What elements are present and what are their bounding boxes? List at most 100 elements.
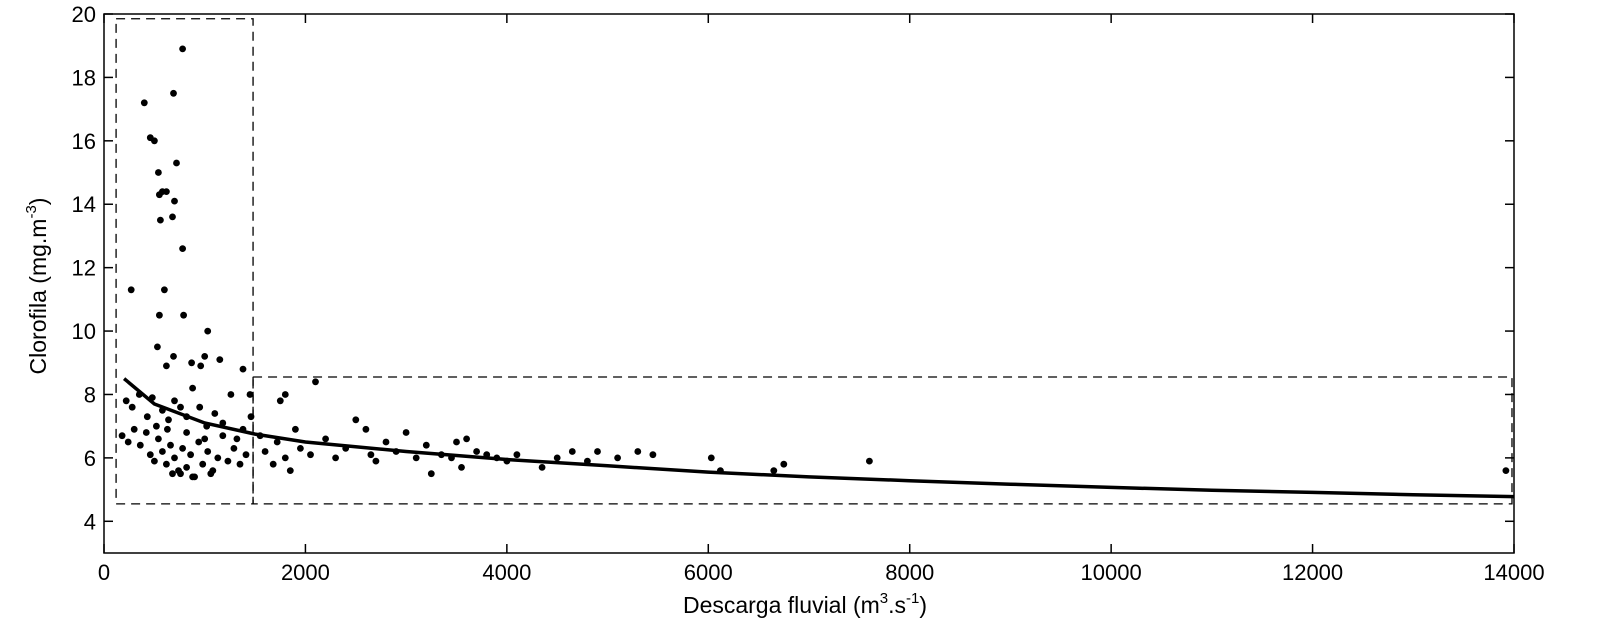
data-point	[230, 445, 238, 452]
data-point	[382, 438, 390, 446]
data-point	[594, 448, 601, 455]
data-point	[207, 470, 215, 478]
data-point	[273, 438, 281, 446]
plot-frame	[103, 13, 1515, 554]
data-point	[143, 413, 151, 421]
data-point	[297, 445, 304, 452]
data-point	[122, 397, 130, 405]
data-point	[179, 245, 187, 253]
data-point	[195, 438, 203, 446]
y-tick-label: 20	[72, 2, 96, 27]
data-point	[130, 425, 138, 433]
y-tick-label: 18	[72, 65, 96, 90]
data-point	[204, 327, 212, 335]
data-point	[553, 454, 561, 462]
data-point	[204, 448, 212, 455]
data-point	[140, 99, 148, 107]
y-tick-label: 14	[72, 192, 96, 217]
data-point	[124, 438, 132, 446]
data-point	[307, 451, 314, 459]
data-point	[211, 410, 219, 417]
data-point	[197, 362, 205, 370]
data-point	[146, 451, 154, 459]
data-point	[156, 191, 163, 199]
data-point	[187, 451, 195, 459]
data-point	[157, 216, 164, 224]
x-tick-label: 12000	[1282, 560, 1343, 585]
data-point	[261, 448, 269, 455]
dashed-region-2	[252, 376, 1513, 505]
data-point	[770, 467, 778, 474]
x-axis-label: Descarga fluvial (m3.s-1)	[683, 590, 927, 618]
data-point	[247, 413, 255, 421]
data-point	[156, 311, 163, 319]
x-tick-label: 6000	[684, 560, 733, 585]
data-point	[568, 448, 576, 455]
data-point	[196, 403, 204, 411]
axis-ticks	[103, 13, 1515, 553]
data-point	[169, 213, 176, 221]
data-point	[127, 286, 135, 294]
data-point	[165, 416, 172, 424]
data-point	[170, 353, 177, 360]
data-point	[189, 473, 197, 481]
data-point	[312, 378, 319, 386]
data-point	[538, 464, 546, 471]
data-point	[142, 429, 150, 436]
data-point	[151, 457, 158, 465]
data-point	[153, 422, 160, 430]
data-point	[866, 457, 873, 465]
data-point	[367, 451, 375, 459]
x-tick-label: 10000	[1081, 560, 1142, 585]
data-point	[136, 441, 144, 449]
highlight-regions	[115, 18, 1513, 505]
data-point	[233, 435, 241, 443]
data-point	[634, 448, 642, 455]
data-point	[236, 460, 244, 468]
data-point	[173, 159, 180, 167]
data-point	[780, 460, 788, 468]
data-points	[118, 45, 1510, 481]
data-point	[352, 416, 360, 424]
data-point	[286, 467, 294, 474]
data-point	[239, 365, 247, 373]
y-tick-label: 4	[84, 509, 96, 534]
data-point	[219, 432, 227, 440]
data-point	[281, 391, 289, 398]
data-point	[422, 441, 430, 449]
data-point	[216, 356, 224, 363]
data-point	[154, 343, 161, 351]
data-point	[167, 441, 174, 449]
data-point	[118, 432, 126, 440]
data-point	[412, 454, 420, 462]
data-point	[224, 457, 232, 465]
data-point	[179, 45, 187, 53]
data-point	[183, 464, 191, 471]
data-point	[614, 454, 621, 462]
data-point	[276, 397, 284, 405]
data-point	[159, 448, 166, 455]
data-point	[171, 197, 178, 205]
data-point	[269, 460, 277, 468]
data-point	[188, 359, 196, 367]
y-axis-label: Clorofila (mg.m-3)	[23, 198, 51, 375]
data-point	[242, 451, 250, 459]
data-point	[201, 435, 209, 443]
y-tick-label: 8	[84, 382, 96, 407]
data-point	[128, 403, 136, 411]
x-tick-label: 4000	[482, 560, 531, 585]
data-point	[281, 454, 289, 462]
data-point	[180, 311, 188, 319]
y-tick-labels: 4 6 8 10 12 14 16 18 20	[72, 2, 96, 534]
data-point	[170, 89, 177, 97]
data-point	[164, 425, 171, 433]
data-point	[372, 457, 380, 465]
data-point	[179, 445, 187, 452]
data-point	[155, 169, 162, 176]
y-tick-label: 16	[72, 129, 96, 154]
data-point	[171, 397, 178, 405]
y-tick-label: 12	[72, 256, 96, 281]
data-point	[169, 470, 176, 478]
data-point	[707, 454, 715, 462]
dashed-region-1	[115, 18, 254, 505]
